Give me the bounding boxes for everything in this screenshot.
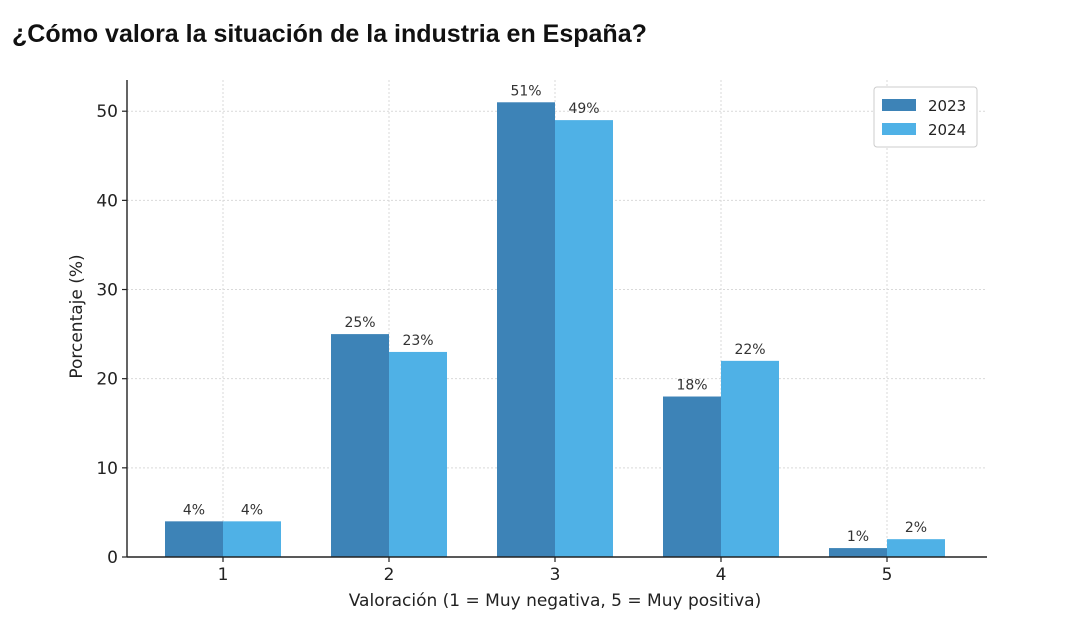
bar-2024-5 [887, 539, 945, 557]
labels: 0 10 20 30 40 50 1 2 3 4 5 4% 25% 51% 18% 1% 4% 23% 49% 22%… [67, 83, 927, 611]
bar-value-label: 51% [510, 83, 541, 99]
bar-value-label: 2% [905, 520, 927, 536]
x-axis-title: Valoración (1 = Muy negativa, 5 = Muy po… [349, 591, 761, 611]
x-tick-label: 2 [384, 565, 395, 585]
bar-2024-2 [389, 351, 447, 557]
bar-2023-4 [663, 396, 721, 557]
bar-value-label: 18% [676, 378, 707, 394]
bar-2023-1 [165, 521, 223, 557]
y-tick-label: 20 [96, 370, 118, 390]
bar-value-label: 22% [734, 342, 765, 358]
bar-2024-1 [223, 521, 281, 557]
page-title: ¿Cómo valora la situación de la industri… [12, 20, 647, 48]
bar-2024-3 [555, 120, 613, 558]
bar-2023-5 [829, 548, 887, 557]
x-tick-label: 4 [716, 565, 727, 585]
bar-value-label: 1% [847, 529, 869, 545]
bar-2024-4 [721, 360, 779, 557]
legend: 2023 2024 [873, 86, 978, 148]
legend-label: 2023 [928, 97, 966, 115]
y-axis-title: Porcentaje (%) [67, 254, 87, 378]
y-tick-label: 40 [96, 191, 118, 211]
bar-value-label: 49% [568, 101, 599, 117]
y-tick-label: 30 [96, 281, 118, 301]
y-tick-label: 0 [107, 548, 118, 568]
x-tick-label: 5 [882, 565, 893, 585]
bar-2023-3 [497, 102, 555, 557]
legend-swatch-2023 [882, 99, 916, 111]
axes [122, 80, 987, 562]
x-tick-label: 3 [550, 565, 561, 585]
y-tick-label: 10 [96, 459, 118, 479]
bars [165, 102, 945, 558]
bar-value-label: 4% [241, 502, 263, 518]
x-tick-label: 1 [218, 565, 229, 585]
bar-value-label: 4% [183, 502, 205, 518]
bar-value-label: 23% [402, 333, 433, 349]
bar-value-label: 25% [344, 315, 375, 331]
bar-2023-2 [331, 334, 389, 557]
y-tick-label: 50 [96, 102, 118, 122]
legend-swatch-2024 [882, 123, 916, 135]
legend-label: 2024 [928, 121, 966, 139]
